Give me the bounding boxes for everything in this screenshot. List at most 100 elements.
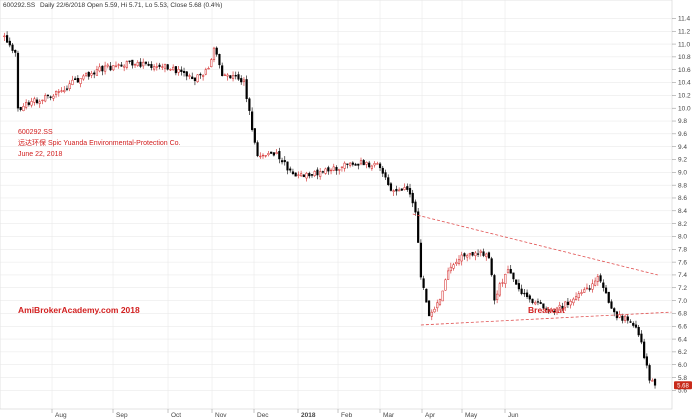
candle-body	[95, 69, 99, 76]
candle-body	[68, 83, 71, 90]
candle-body	[270, 151, 273, 154]
candle-body	[561, 305, 564, 309]
candle	[466, 253, 469, 262]
candle	[264, 155, 267, 158]
candle	[588, 284, 591, 292]
y-tick-label: 7.4	[678, 272, 687, 279]
candle-body	[403, 187, 406, 190]
y-tick-label: 9.8	[678, 118, 687, 125]
candle-body	[321, 171, 324, 173]
y-tick-label: 5.8	[678, 375, 687, 382]
candle	[509, 265, 512, 274]
candle-body	[329, 169, 333, 172]
candle-body	[433, 308, 436, 313]
candle	[313, 170, 316, 178]
candle	[430, 309, 433, 321]
candle	[384, 169, 387, 180]
candle	[457, 255, 461, 266]
candle-body	[16, 52, 20, 109]
candle-body	[305, 172, 308, 179]
trendline-lower	[420, 311, 672, 326]
candle-body	[346, 163, 349, 165]
y-tick-label: 11.0	[678, 41, 691, 48]
candle-body	[640, 333, 643, 343]
candle-body	[240, 78, 243, 83]
candle	[417, 207, 420, 243]
candle	[547, 309, 550, 314]
candle-body	[577, 293, 580, 298]
header-symbol: 600292.SS	[3, 2, 36, 9]
candle	[207, 66, 210, 70]
candle	[185, 71, 188, 81]
candle	[82, 74, 85, 81]
candle	[27, 100, 30, 107]
candle	[607, 291, 610, 304]
candle	[447, 267, 450, 280]
candle-body	[531, 298, 534, 303]
candle	[645, 353, 648, 369]
candle-body	[550, 309, 553, 312]
candle	[294, 172, 297, 177]
candle	[147, 61, 150, 67]
candle	[523, 288, 526, 297]
x-tick-label: Nov	[215, 412, 227, 419]
candle-body	[651, 380, 654, 382]
candle-body	[144, 61, 148, 64]
candle-body	[553, 310, 556, 313]
candle	[398, 187, 401, 192]
candle	[493, 273, 496, 305]
candle-body	[212, 47, 216, 61]
candle	[618, 310, 621, 319]
candle-body	[278, 151, 281, 160]
y-tick-label: 5.6	[678, 388, 687, 395]
candle	[19, 106, 22, 112]
candle-body	[52, 95, 55, 99]
candle-body	[490, 258, 493, 276]
candle-body	[5, 35, 9, 43]
candle-body	[596, 276, 599, 282]
candle	[30, 97, 33, 108]
candle	[321, 170, 324, 174]
candle	[359, 157, 363, 166]
candle	[280, 157, 284, 165]
candle	[324, 167, 327, 175]
candle	[365, 161, 368, 169]
candle	[8, 37, 11, 48]
candle	[640, 330, 643, 345]
candle-body	[422, 278, 425, 288]
candle	[182, 67, 186, 77]
candle	[289, 166, 292, 173]
candle-body	[444, 279, 447, 291]
candle-body	[349, 162, 352, 166]
candle-body	[3, 35, 6, 38]
candle-body	[182, 71, 186, 73]
candle-body	[319, 171, 322, 177]
y-tick-label: 10.2	[678, 93, 691, 100]
candle	[550, 307, 553, 312]
candle-body	[302, 174, 305, 178]
candle	[553, 309, 556, 316]
candle	[259, 152, 262, 159]
candle	[84, 72, 88, 78]
candle-body	[566, 301, 570, 305]
candle-body	[123, 65, 126, 68]
candle	[629, 319, 632, 323]
candle	[248, 97, 251, 116]
candle-body	[27, 102, 30, 105]
candle-body	[626, 316, 629, 321]
candle	[98, 63, 101, 73]
chart-header: 600292.SS Daily 22/6/2018 Open 5.59, Hi …	[3, 2, 222, 9]
candle-body	[634, 324, 638, 328]
candle	[297, 171, 300, 179]
candle-body	[74, 78, 77, 80]
y-tick-label: 6.6	[678, 323, 687, 330]
candle	[275, 148, 278, 155]
candle	[155, 62, 158, 71]
candle	[196, 74, 199, 83]
candle	[623, 314, 627, 323]
y-tick-label: 9.2	[678, 157, 687, 164]
candle	[204, 67, 207, 76]
candle-body	[313, 171, 316, 176]
candle	[172, 64, 175, 71]
